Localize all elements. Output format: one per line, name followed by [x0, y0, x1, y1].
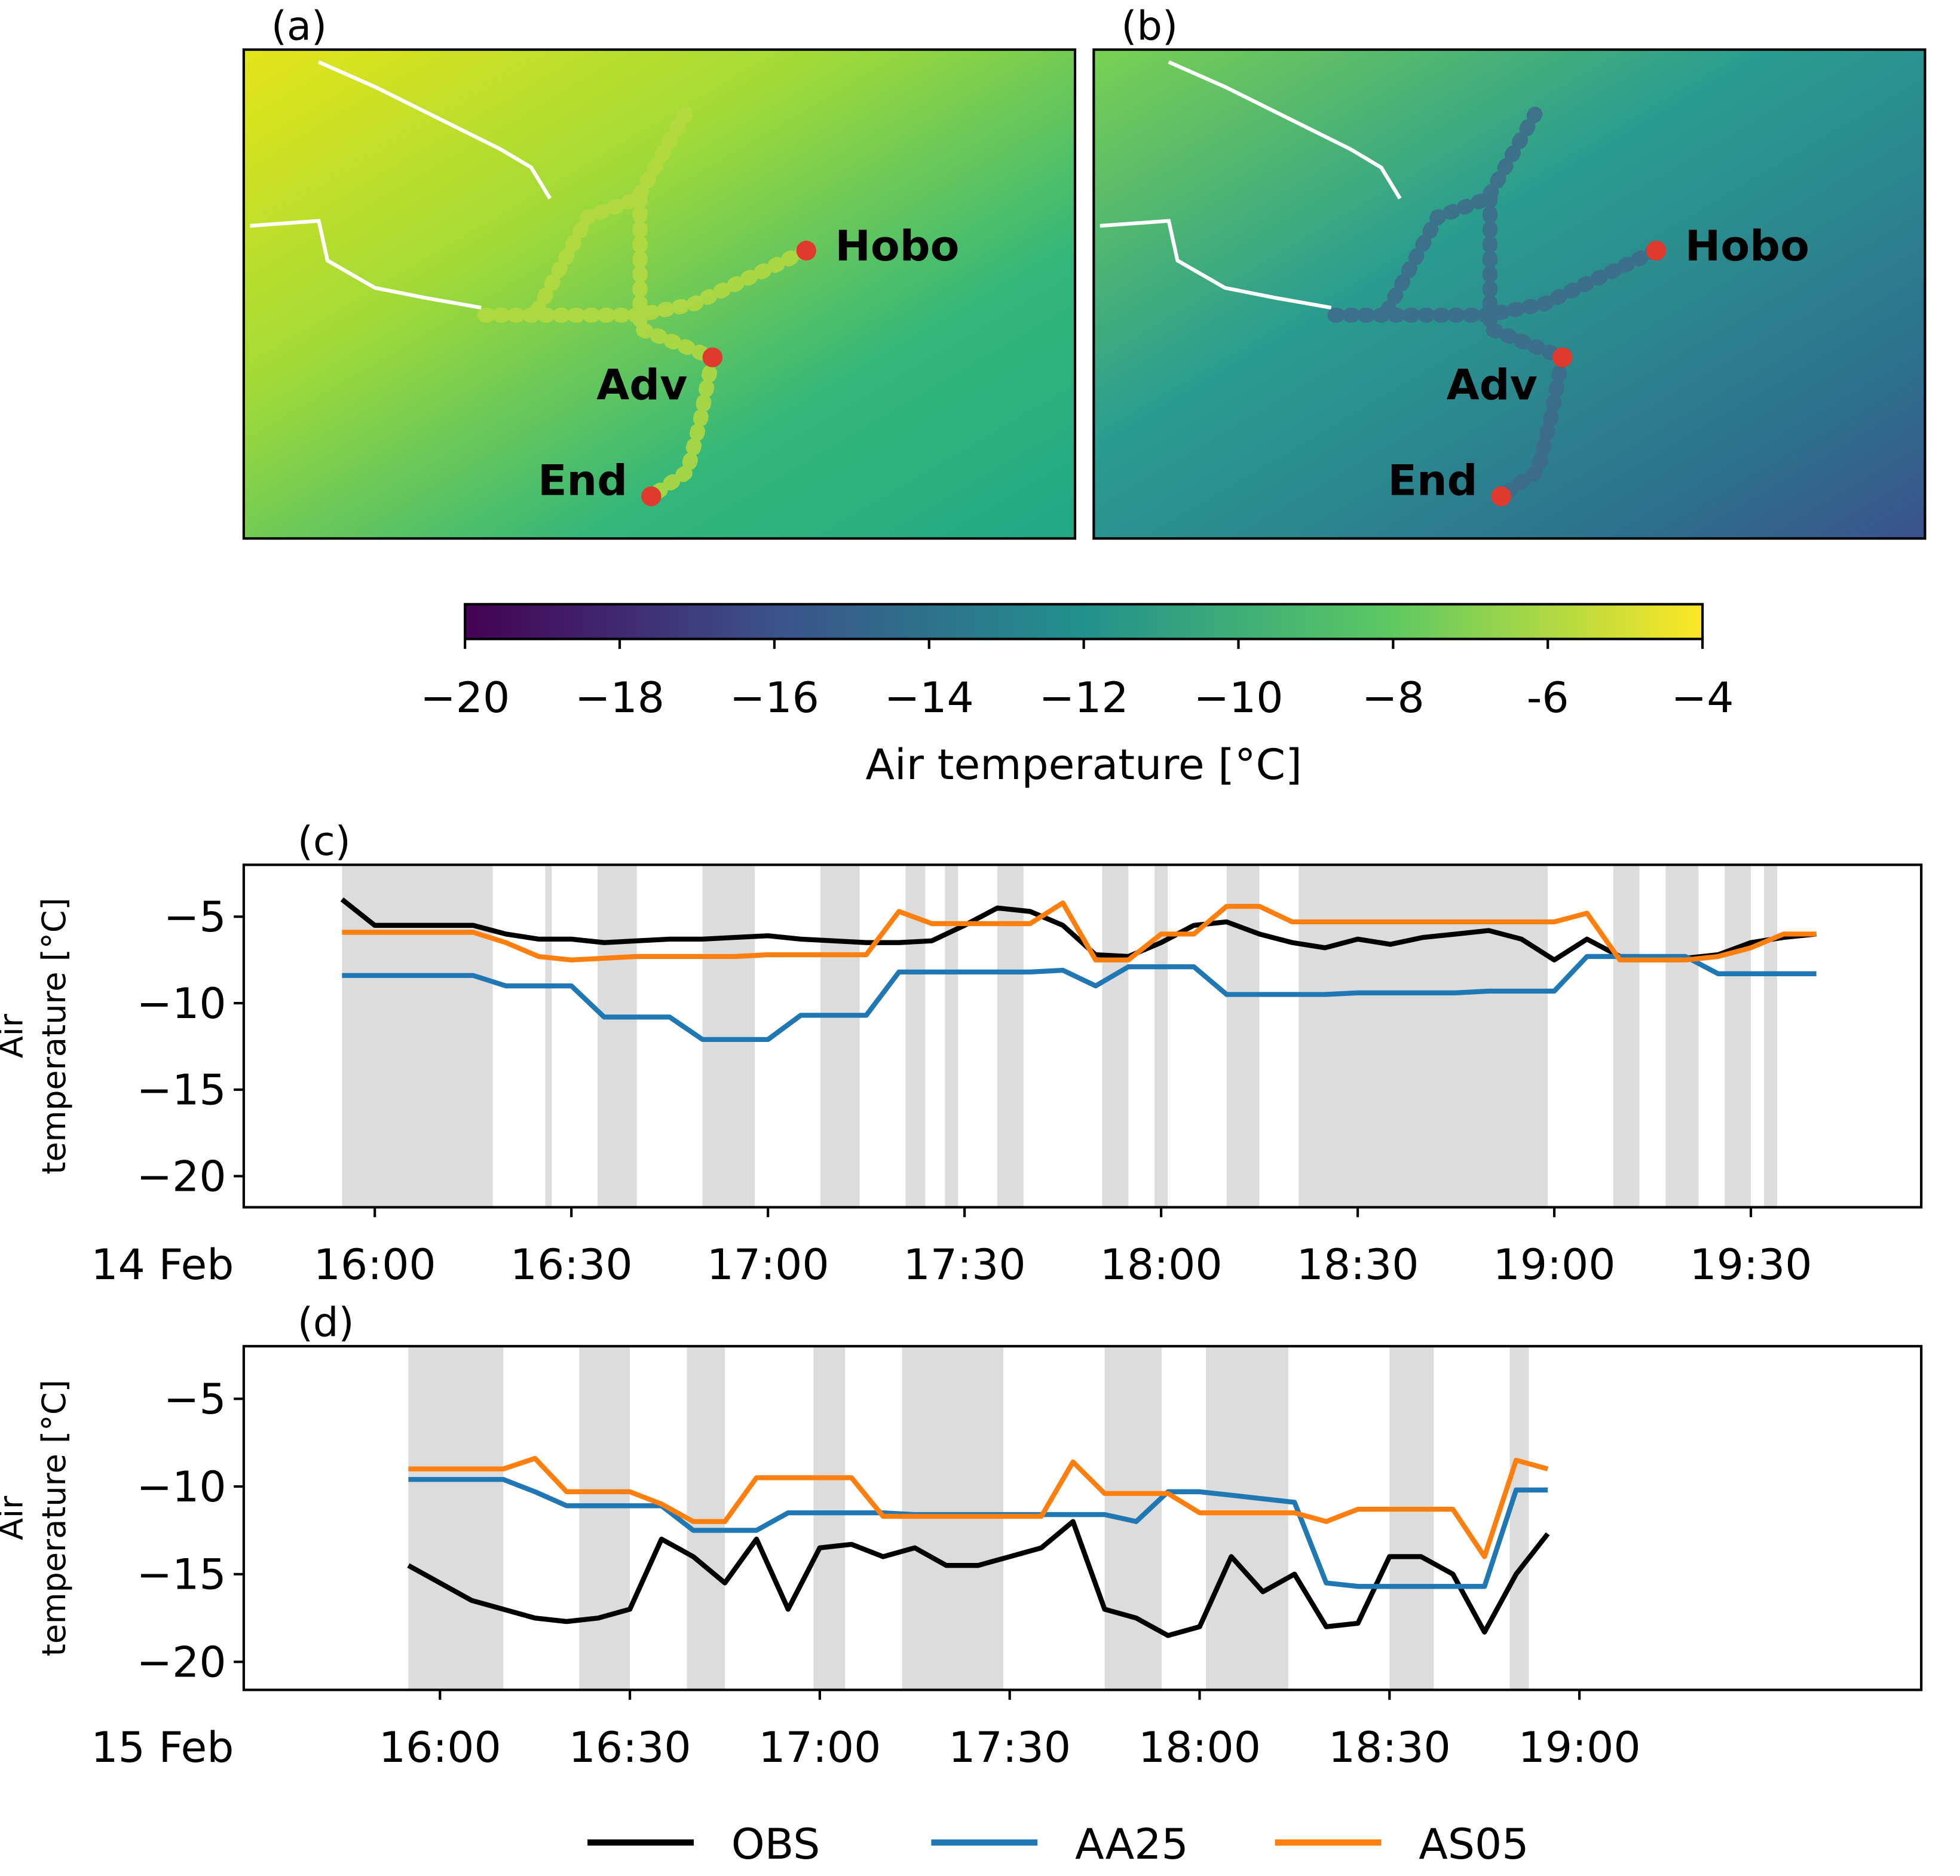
site-label: Hobo	[835, 221, 959, 271]
shaded-period	[1226, 865, 1260, 1207]
shaded-period	[545, 865, 552, 1207]
x-tick-label: 19:00	[1493, 1240, 1616, 1289]
shaded-period	[408, 1346, 504, 1690]
panel-label: (b)	[1121, 3, 1178, 50]
y-tick-label: −5	[164, 1374, 226, 1424]
map-frame	[242, 48, 1077, 540]
track	[477, 106, 814, 504]
shaded-period	[1665, 865, 1699, 1207]
series-line	[342, 954, 1817, 1043]
shaded-period	[1206, 1346, 1288, 1690]
track	[1327, 106, 1664, 504]
y-axis-label: temperature [°C]	[35, 1380, 73, 1656]
shaded-period	[820, 865, 860, 1207]
site-marker	[1491, 486, 1512, 507]
colorbar-tick-label: −18	[575, 673, 664, 722]
shaded-period	[1763, 865, 1777, 1207]
legend-label: OBS	[731, 1819, 820, 1869]
y-tick-label: −20	[137, 1638, 226, 1687]
y-tick-label: −15	[137, 1550, 226, 1599]
date-label: 15 Feb	[91, 1722, 234, 1772]
legend-label: AA25	[1075, 1819, 1189, 1869]
series-line	[408, 1455, 1549, 1559]
y-tick-label: −15	[137, 1065, 226, 1115]
x-tick-label: 17:00	[707, 1240, 829, 1289]
site-label: Adv	[1447, 360, 1538, 410]
shaded-period	[1509, 1346, 1529, 1690]
series-line	[407, 1519, 1550, 1638]
x-tick-label: 16:00	[314, 1240, 436, 1289]
x-tick-label: 16:30	[510, 1240, 633, 1289]
y-tick-label: −10	[137, 979, 226, 1028]
colorbar-tick-label: −4	[1671, 673, 1734, 722]
shaded-period	[1102, 865, 1129, 1207]
shaded-period	[1154, 865, 1168, 1207]
colorbar-tick-label: −10	[1193, 673, 1283, 722]
x-tick-label: 17:30	[904, 1240, 1026, 1289]
axes-frame	[242, 863, 1923, 1209]
y-axis-label: Air	[0, 1495, 30, 1540]
colorbar-tick-label: −20	[420, 673, 510, 722]
panel-label: (c)	[298, 818, 351, 865]
shaded-period	[702, 865, 755, 1207]
colorbar-label: Air temperature [°C]	[865, 740, 1302, 789]
shaded-period	[1613, 865, 1640, 1207]
site-marker	[1646, 240, 1667, 261]
series-line	[340, 897, 1817, 962]
site-label: Hobo	[1685, 221, 1809, 271]
colorbar-tick-label: −12	[1039, 673, 1129, 722]
y-axis-label: temperature [°C]	[35, 897, 73, 1174]
y-tick-label: −5	[164, 892, 226, 942]
shaded-period	[598, 865, 637, 1207]
y-tick-label: −10	[137, 1462, 226, 1512]
site-label: End	[1388, 456, 1477, 505]
colorbar-tick-label: -6	[1527, 673, 1569, 722]
site-marker	[641, 486, 662, 507]
shaded-period	[945, 865, 958, 1207]
x-tick-label: 18:00	[1138, 1722, 1261, 1772]
series-line	[342, 900, 1817, 962]
panel-label: (d)	[298, 1299, 354, 1346]
shaded-period	[687, 1346, 725, 1690]
y-tick-label: −20	[137, 1152, 226, 1201]
legend-label: AS05	[1419, 1819, 1529, 1869]
shaded-period	[1725, 865, 1751, 1207]
date-label: 14 Feb	[91, 1240, 234, 1289]
x-tick-label: 17:30	[948, 1722, 1071, 1772]
colorbar	[464, 603, 1704, 640]
site-label: Adv	[596, 360, 687, 410]
x-tick-label: 18:30	[1297, 1240, 1419, 1289]
axes-frame	[242, 1345, 1923, 1691]
site-label: End	[538, 456, 627, 505]
y-axis-label: Air	[0, 1013, 30, 1058]
map-background	[243, 50, 1075, 539]
coastline	[1100, 60, 1402, 310]
shaded-period	[1298, 865, 1548, 1207]
x-tick-label: 18:00	[1100, 1240, 1223, 1289]
x-tick-label: 17:00	[758, 1722, 881, 1772]
colorbar-tick-label: −14	[884, 673, 974, 722]
x-tick-label: 18:30	[1328, 1722, 1451, 1772]
map-frame	[1092, 48, 1927, 540]
panel-label: (a)	[271, 3, 327, 50]
shaded-period	[579, 1346, 630, 1690]
x-tick-label: 19:00	[1518, 1722, 1641, 1772]
colorbar-tick-label: −16	[730, 673, 819, 722]
x-tick-label: 16:30	[569, 1722, 691, 1772]
site-marker	[702, 347, 723, 367]
site-marker	[796, 240, 816, 261]
x-tick-label: 16:00	[379, 1722, 501, 1772]
map-background	[1094, 50, 1925, 539]
coastline	[250, 60, 552, 310]
shaded-period	[997, 865, 1024, 1207]
shaded-period	[1389, 1346, 1434, 1690]
shaded-period	[813, 1346, 846, 1690]
site-marker	[1552, 347, 1573, 367]
colorbar-tick-label: −8	[1362, 673, 1425, 722]
x-tick-label: 19:30	[1690, 1240, 1812, 1289]
